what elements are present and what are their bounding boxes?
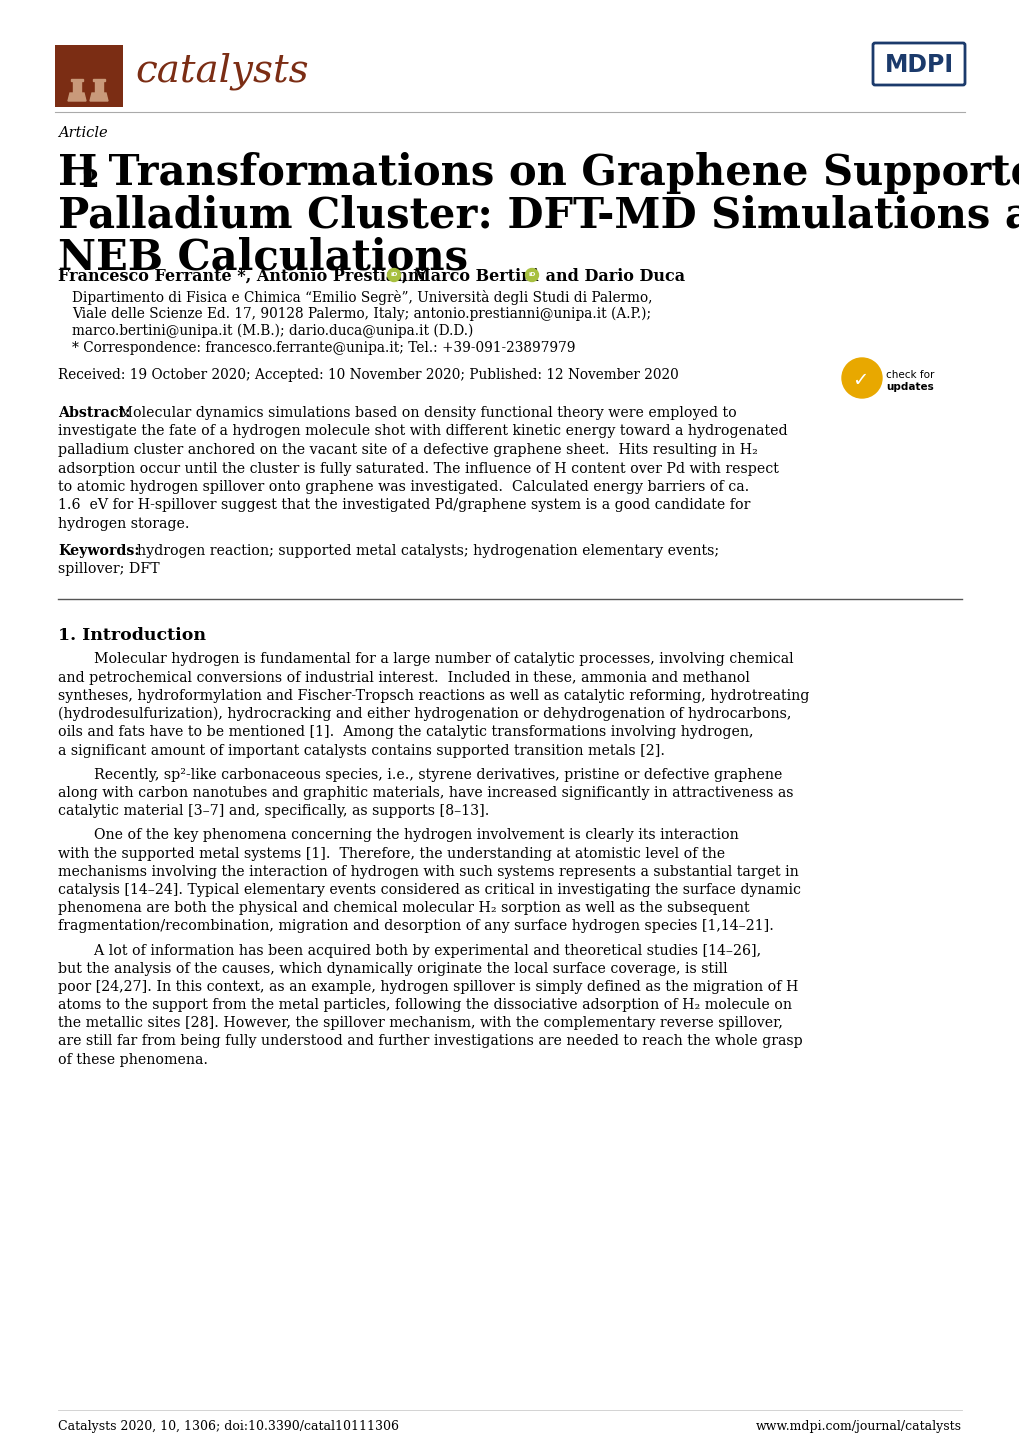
Text: Dipartimento di Fisica e Chimica “Emilio Segrè”, Università degli Studi di Paler: Dipartimento di Fisica e Chimica “Emilio…	[72, 290, 652, 306]
Text: and Dario Duca: and Dario Duca	[539, 268, 685, 286]
Text: along with carbon nanotubes and graphitic materials, have increased significantl: along with carbon nanotubes and graphiti…	[58, 786, 793, 800]
Text: the metallic sites [28]. However, the spillover mechanism, with the complementar: the metallic sites [28]. However, the sp…	[58, 1017, 783, 1030]
Text: Molecular hydrogen is fundamental for a large number of catalytic processes, inv: Molecular hydrogen is fundamental for a …	[58, 652, 793, 666]
Text: spillover; DFT: spillover; DFT	[58, 562, 159, 575]
Text: iD: iD	[528, 273, 535, 277]
Text: catalysts: catalysts	[135, 53, 309, 91]
Text: updates: updates	[886, 382, 932, 392]
Polygon shape	[73, 81, 81, 92]
Text: of these phenomena.: of these phenomena.	[58, 1053, 208, 1067]
Text: adsorption occur until the cluster is fully saturated. The influence of H conten: adsorption occur until the cluster is fu…	[58, 461, 779, 476]
Text: H: H	[58, 151, 97, 195]
Text: iD: iD	[390, 273, 397, 277]
Text: * Correspondence: francesco.ferrante@unipa.it; Tel.: +39-091-23897979: * Correspondence: francesco.ferrante@uni…	[72, 340, 575, 355]
Text: to atomic hydrogen spillover onto graphene was investigated.  Calculated energy : to atomic hydrogen spillover onto graphe…	[58, 480, 749, 495]
Circle shape	[841, 358, 881, 398]
Text: Molecular dynamics simulations based on density functional theory were employed : Molecular dynamics simulations based on …	[114, 407, 736, 420]
Text: www.mdpi.com/journal/catalysts: www.mdpi.com/journal/catalysts	[755, 1420, 961, 1433]
Text: check for: check for	[886, 371, 933, 381]
Text: 2: 2	[81, 169, 98, 192]
Text: and petrochemical conversions of industrial interest.  Included in these, ammoni: and petrochemical conversions of industr…	[58, 671, 749, 685]
Text: , Marco Bertini: , Marco Bertini	[401, 268, 538, 286]
Text: 1.6  eV for H-spillover suggest that the investigated Pd/graphene system is a go: 1.6 eV for H-spillover suggest that the …	[58, 499, 750, 512]
Polygon shape	[71, 79, 83, 81]
Text: hydrogen storage.: hydrogen storage.	[58, 518, 190, 531]
Text: palladium cluster anchored on the vacant site of a defective graphene sheet.  Hi: palladium cluster anchored on the vacant…	[58, 443, 757, 457]
Polygon shape	[95, 81, 103, 92]
Text: Catalysts 2020, 10, 1306; doi:10.3390/catal10111306: Catalysts 2020, 10, 1306; doi:10.3390/ca…	[58, 1420, 398, 1433]
Text: catalysis [14–24]. Typical elementary events considered as critical in investiga: catalysis [14–24]. Typical elementary ev…	[58, 883, 800, 897]
Text: fragmentation/recombination, migration and desorption of any surface hydrogen sp: fragmentation/recombination, migration a…	[58, 920, 773, 933]
Text: Keywords:: Keywords:	[58, 544, 140, 558]
Text: catalytic material [3–7] and, specifically, as supports [8–13].: catalytic material [3–7] and, specifical…	[58, 805, 489, 818]
Text: with the supported metal systems [1].  Therefore, the understanding at atomistic: with the supported metal systems [1]. Th…	[58, 846, 725, 861]
Polygon shape	[90, 92, 108, 101]
Circle shape	[387, 268, 400, 281]
Circle shape	[525, 268, 538, 281]
Text: but the analysis of the causes, which dynamically originate the local surface co: but the analysis of the causes, which dy…	[58, 962, 727, 976]
Text: are still far from being fully understood and further investigations are needed : are still far from being fully understoo…	[58, 1034, 802, 1048]
Text: atoms to the support from the metal particles, following the dissociative adsorp: atoms to the support from the metal part…	[58, 998, 791, 1012]
Text: marco.bertini@unipa.it (M.B.); dario.duca@unipa.it (D.D.): marco.bertini@unipa.it (M.B.); dario.duc…	[72, 324, 473, 339]
Text: (hydrodesulfurization), hydrocracking and either hydrogenation or dehydrogenatio: (hydrodesulfurization), hydrocracking an…	[58, 707, 791, 721]
Text: ✓: ✓	[851, 372, 867, 391]
Text: Article: Article	[58, 125, 108, 140]
Polygon shape	[68, 92, 86, 101]
Text: oils and fats have to be mentioned [1].  Among the catalytic transformations inv: oils and fats have to be mentioned [1]. …	[58, 725, 753, 740]
Text: hydrogen reaction; supported metal catalysts; hydrogenation elementary events;: hydrogen reaction; supported metal catal…	[127, 544, 718, 558]
Bar	[55, 45, 123, 107]
Text: Abstract:: Abstract:	[58, 407, 130, 420]
Text: poor [24,27]. In this context, as an example, hydrogen spillover is simply defin: poor [24,27]. In this context, as an exa…	[58, 981, 798, 994]
Text: syntheses, hydroformylation and Fischer-Tropsch reactions as well as catalytic r: syntheses, hydroformylation and Fischer-…	[58, 689, 809, 702]
Text: NEB Calculations: NEB Calculations	[58, 236, 468, 278]
Text: A lot of information has been acquired both by experimental and theoretical stud: A lot of information has been acquired b…	[58, 943, 760, 957]
Text: a significant amount of important catalysts contains supported transition metals: a significant amount of important cataly…	[58, 744, 664, 757]
Text: Recently, sp²-like carbonaceous species, i.e., styrene derivatives, pristine or : Recently, sp²-like carbonaceous species,…	[58, 767, 782, 782]
Text: mechanisms involving the interaction of hydrogen with such systems represents a : mechanisms involving the interaction of …	[58, 865, 798, 878]
Text: Transformations on Graphene Supported: Transformations on Graphene Supported	[94, 151, 1019, 195]
Text: Viale delle Scienze Ed. 17, 90128 Palermo, Italy; antonio.prestianni@unipa.it (A: Viale delle Scienze Ed. 17, 90128 Palerm…	[72, 307, 650, 322]
Text: Francesco Ferrante *, Antonio Prestianni: Francesco Ferrante *, Antonio Prestianni	[58, 268, 425, 286]
Text: Received: 19 October 2020; Accepted: 10 November 2020; Published: 12 November 20: Received: 19 October 2020; Accepted: 10 …	[58, 368, 678, 382]
Text: investigate the fate of a hydrogen molecule shot with different kinetic energy t: investigate the fate of a hydrogen molec…	[58, 424, 787, 438]
Polygon shape	[93, 79, 105, 81]
Text: One of the key phenomena concerning the hydrogen involvement is clearly its inte: One of the key phenomena concerning the …	[58, 828, 738, 842]
FancyBboxPatch shape	[872, 43, 964, 85]
Text: Palladium Cluster: DFT-MD Simulations and: Palladium Cluster: DFT-MD Simulations an…	[58, 195, 1019, 236]
Text: 1. Introduction: 1. Introduction	[58, 626, 206, 643]
Text: phenomena are both the physical and chemical molecular H₂ sorption as well as th: phenomena are both the physical and chem…	[58, 901, 749, 916]
Text: MDPI: MDPI	[883, 53, 953, 76]
